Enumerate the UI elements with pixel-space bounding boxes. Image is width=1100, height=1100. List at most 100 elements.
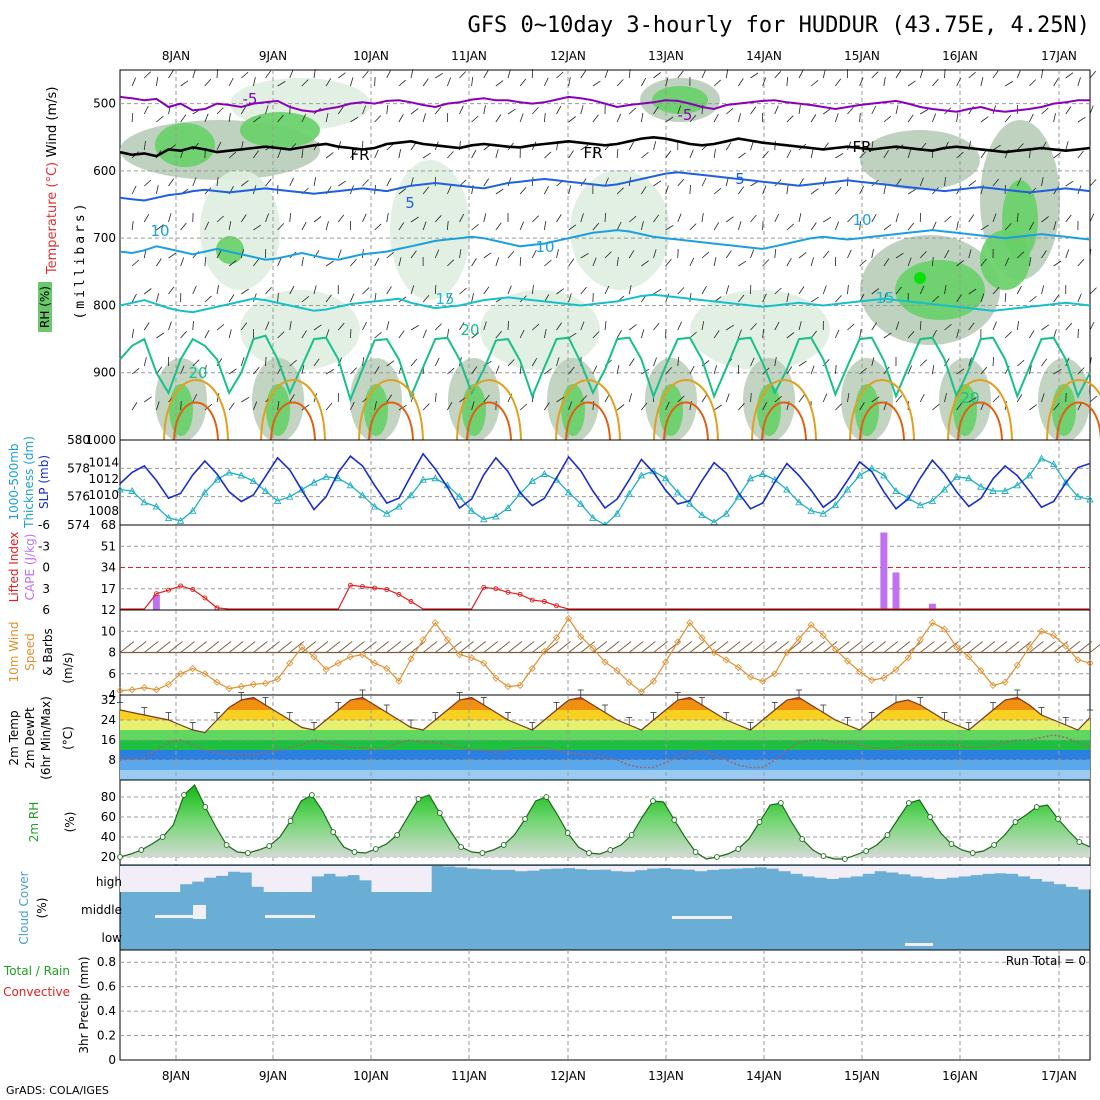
- wind-barb: [495, 365, 500, 375]
- wind-barb: [628, 393, 632, 403]
- wind-marker: [734, 663, 742, 671]
- wind-barb: [701, 251, 710, 259]
- wind-barb: [568, 366, 575, 375]
- wind-barb: [301, 257, 304, 267]
- wind-barb: [847, 215, 855, 223]
- wind-barb: [374, 366, 380, 375]
- barb-10m: [580, 641, 596, 653]
- wind-barb: [1053, 113, 1056, 123]
- wind-barb: [786, 185, 789, 195]
- wind-barb: [289, 212, 292, 223]
- wind-barb: [1016, 394, 1023, 403]
- wind-barb: [216, 177, 219, 187]
- wind-barb: [847, 393, 850, 403]
- wind-barb: [204, 113, 209, 123]
- wind-barb: [253, 401, 258, 411]
- wind-barb: [386, 286, 392, 295]
- wind-barb: [338, 72, 346, 79]
- wind-marker: [807, 621, 815, 629]
- rh-marker: [202, 804, 209, 810]
- wind-barb: [774, 287, 782, 295]
- wind-barb: [616, 187, 624, 195]
- rh-contour-blob: [914, 272, 926, 284]
- wind-barb: [265, 70, 272, 79]
- wind-tick: 4: [108, 688, 116, 702]
- thickness-marker: [1049, 460, 1058, 468]
- wind-barb: [507, 285, 512, 295]
- wind-barb: [665, 150, 672, 159]
- date-label-top: 15JAN: [844, 49, 880, 63]
- lifted-index-marker: [178, 583, 184, 589]
- wind-marker: [334, 659, 342, 667]
- wind-barb: [1053, 221, 1057, 231]
- wind-barb: [386, 394, 393, 403]
- wind-barb: [350, 401, 355, 411]
- temp-band: [120, 730, 1090, 740]
- cloud-clear-high: [383, 866, 396, 892]
- wind-barb: [980, 293, 985, 303]
- wind-barb: [956, 294, 962, 303]
- cloud-clear-high: [191, 866, 205, 882]
- wind-barb: [228, 221, 232, 231]
- barb-10m: [216, 641, 232, 653]
- wind-barb: [1077, 367, 1085, 375]
- rh-marker: [884, 832, 891, 838]
- wind-barb: [641, 402, 648, 411]
- wind-barb: [422, 113, 426, 123]
- wind-barb: [604, 177, 609, 187]
- rh-marker: [436, 810, 443, 816]
- wind-barb: [301, 79, 309, 87]
- wind-barb: [653, 214, 660, 223]
- wind-barb: [362, 287, 370, 295]
- wind-marker: [843, 657, 852, 665]
- wind-barb: [604, 285, 610, 295]
- wind-barb: [1004, 331, 1012, 339]
- wind-barb: [1016, 251, 1025, 259]
- isotherm-label: 5: [735, 170, 745, 188]
- cloud-clear-high: [610, 866, 624, 872]
- wind-barb: [556, 214, 562, 223]
- wind-barb: [240, 322, 248, 331]
- thickness-marker: [540, 470, 549, 477]
- wind-barb: [1089, 105, 1094, 115]
- wind-barb: [531, 176, 534, 187]
- wind-barb: [750, 214, 757, 223]
- wind-barb: [665, 77, 669, 87]
- wind-marker: [213, 678, 221, 686]
- wind-marker: [371, 659, 379, 667]
- barb-10m: [1029, 641, 1044, 653]
- wind-barb: [495, 188, 504, 195]
- wind-barb: [931, 365, 935, 375]
- wind-barbs-10m: [119, 641, 1100, 654]
- wind-barb: [907, 114, 914, 123]
- wind-barb: [155, 293, 160, 303]
- wind-barb: [895, 286, 902, 295]
- rh-line: [119, 784, 1091, 860]
- wind-barb: [725, 285, 730, 295]
- lifted-label: Lifted Index: [7, 532, 21, 603]
- wind-marker: [746, 673, 755, 681]
- wind-barb: [386, 321, 390, 331]
- rh-marker: [948, 841, 955, 847]
- wind-barb: [265, 287, 272, 295]
- barb-10m: [471, 641, 486, 653]
- wind-barb: [1065, 214, 1072, 223]
- barb-10m: [519, 641, 535, 653]
- wind-barb: [823, 216, 832, 223]
- wind-barb: [956, 260, 964, 267]
- wind-marker: [237, 682, 245, 691]
- temp-tick: 8: [108, 753, 116, 767]
- wind-barb: [944, 285, 947, 295]
- wind-tick: 12: [101, 603, 116, 617]
- wind-label-3: (m/s): [61, 652, 75, 683]
- thickness-marker: [467, 506, 476, 514]
- wind-barb: [968, 249, 972, 259]
- wind-barb: [701, 394, 708, 403]
- wind-barb: [192, 69, 196, 79]
- thickness-marker: [1013, 481, 1022, 489]
- wind-barb: [168, 70, 174, 79]
- wind-barb: [1089, 395, 1098, 403]
- wind-barb: [228, 151, 237, 159]
- barb-10m: [871, 641, 887, 653]
- wind-barb: [713, 149, 716, 159]
